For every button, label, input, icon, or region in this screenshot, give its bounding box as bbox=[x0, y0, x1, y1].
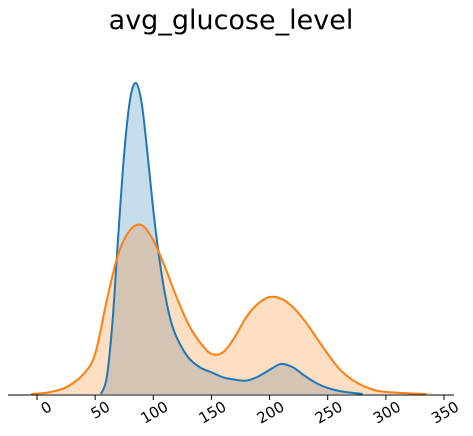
x-tick-label: 350 bbox=[428, 398, 462, 428]
series-0-line bbox=[100, 82, 363, 395]
series-1-line bbox=[31, 223, 427, 395]
series-1-area bbox=[31, 224, 427, 394]
x-tick-label: 300 bbox=[370, 398, 404, 428]
x-tick-label: 0 bbox=[38, 398, 55, 418]
x-tick-label: 200 bbox=[254, 398, 288, 428]
x-tick-label: 100 bbox=[137, 398, 171, 428]
overlap-area bbox=[100, 224, 363, 394]
x-tick-label: 50 bbox=[88, 398, 114, 423]
plot-area bbox=[31, 82, 427, 395]
x-tick-label: 250 bbox=[312, 398, 346, 428]
x-axis-ticks: 0 50 100 150 200 250 300 350 bbox=[36, 395, 462, 428]
chart-title: avg_glucose_level bbox=[109, 5, 354, 36]
x-tick-label: 150 bbox=[196, 398, 230, 428]
